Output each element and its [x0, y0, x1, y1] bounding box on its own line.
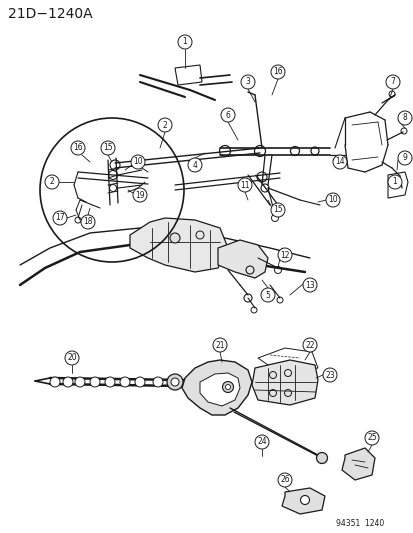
- Circle shape: [240, 75, 254, 89]
- Circle shape: [271, 203, 284, 217]
- Text: 22: 22: [304, 341, 314, 350]
- Text: 15: 15: [103, 143, 112, 152]
- Circle shape: [277, 473, 291, 487]
- Circle shape: [45, 175, 59, 189]
- Text: 1: 1: [182, 37, 187, 46]
- Circle shape: [385, 75, 399, 89]
- Circle shape: [135, 377, 145, 387]
- Text: 94351  1240: 94351 1240: [335, 520, 383, 529]
- Text: 4: 4: [192, 160, 197, 169]
- Circle shape: [277, 248, 291, 262]
- Circle shape: [90, 377, 100, 387]
- Text: 21D−1240A: 21D−1240A: [8, 7, 93, 21]
- Circle shape: [170, 233, 180, 243]
- Circle shape: [71, 141, 85, 155]
- Text: 23: 23: [324, 370, 334, 379]
- Text: 1: 1: [392, 177, 396, 187]
- Circle shape: [133, 188, 147, 202]
- Text: 14: 14: [335, 157, 344, 166]
- Text: 13: 13: [304, 280, 314, 289]
- Polygon shape: [281, 488, 324, 514]
- Polygon shape: [199, 373, 240, 406]
- Circle shape: [225, 384, 230, 390]
- Text: 16: 16: [73, 143, 83, 152]
- Circle shape: [120, 377, 130, 387]
- Circle shape: [50, 377, 60, 387]
- Circle shape: [105, 377, 115, 387]
- Text: 21: 21: [215, 341, 224, 350]
- Circle shape: [75, 377, 85, 387]
- Circle shape: [166, 374, 183, 390]
- Circle shape: [188, 158, 202, 172]
- Circle shape: [302, 338, 316, 352]
- Circle shape: [300, 496, 309, 505]
- Circle shape: [237, 178, 252, 192]
- Text: 10: 10: [133, 157, 142, 166]
- Text: 9: 9: [401, 154, 406, 163]
- Polygon shape: [341, 448, 374, 480]
- Text: 12: 12: [280, 251, 289, 260]
- Text: 2: 2: [50, 177, 54, 187]
- Text: 19: 19: [135, 190, 145, 199]
- Polygon shape: [252, 360, 317, 405]
- Polygon shape: [218, 240, 267, 278]
- Circle shape: [221, 108, 235, 122]
- Text: 25: 25: [366, 433, 376, 442]
- Circle shape: [153, 377, 163, 387]
- Text: 11: 11: [240, 181, 249, 190]
- Circle shape: [387, 175, 401, 189]
- Circle shape: [158, 118, 171, 132]
- Text: 17: 17: [55, 214, 65, 222]
- Text: 3: 3: [245, 77, 250, 86]
- Text: 5: 5: [265, 290, 270, 300]
- Text: 20: 20: [67, 353, 77, 362]
- Circle shape: [316, 453, 327, 464]
- Text: 6: 6: [225, 110, 230, 119]
- Circle shape: [332, 155, 346, 169]
- Circle shape: [254, 435, 268, 449]
- Polygon shape: [130, 218, 228, 272]
- Circle shape: [65, 351, 79, 365]
- Circle shape: [397, 111, 411, 125]
- Circle shape: [171, 378, 178, 386]
- Text: 24: 24: [256, 438, 266, 447]
- Circle shape: [63, 377, 73, 387]
- Circle shape: [397, 151, 411, 165]
- Text: 10: 10: [328, 196, 337, 205]
- Text: 8: 8: [402, 114, 406, 123]
- Text: 7: 7: [389, 77, 394, 86]
- Circle shape: [364, 431, 378, 445]
- Text: 26: 26: [280, 475, 289, 484]
- Circle shape: [178, 35, 192, 49]
- Circle shape: [325, 193, 339, 207]
- Circle shape: [81, 215, 95, 229]
- Circle shape: [271, 65, 284, 79]
- Text: 2: 2: [162, 120, 167, 130]
- Circle shape: [322, 368, 336, 382]
- Circle shape: [101, 141, 115, 155]
- Circle shape: [302, 278, 316, 292]
- Polygon shape: [182, 360, 252, 415]
- Circle shape: [260, 288, 274, 302]
- Circle shape: [131, 155, 145, 169]
- Circle shape: [53, 211, 67, 225]
- Text: 16: 16: [273, 68, 282, 77]
- Circle shape: [222, 382, 233, 392]
- Text: 18: 18: [83, 217, 93, 227]
- Text: 15: 15: [273, 206, 282, 214]
- Circle shape: [212, 338, 226, 352]
